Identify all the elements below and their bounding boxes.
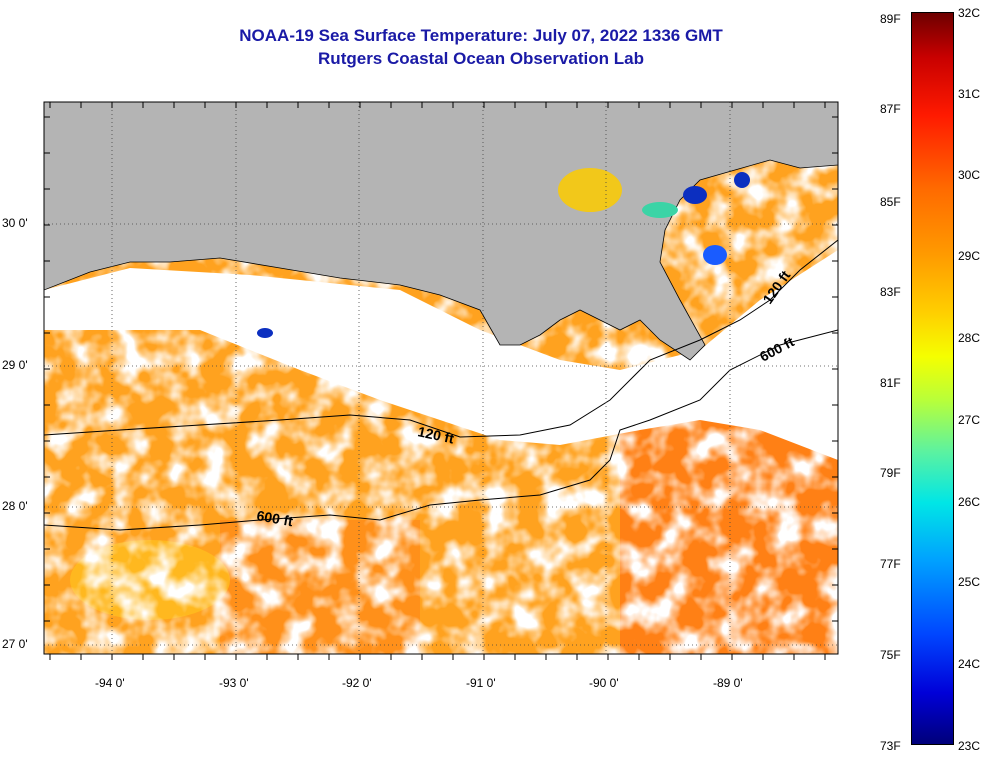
colorbar-c-label: 32C [958,6,981,20]
cold-water-patch [683,186,707,204]
colorbar-f-label: 73F [880,739,901,753]
lon-label: -91 0' [466,676,496,690]
map-subtitle: Rutgers Coastal Ocean Observation Lab [318,49,644,68]
lake-pontchartrain [558,168,622,212]
colorbar-c-label: 29C [958,249,981,263]
colorbar-f-label: 89F [880,12,901,26]
colorbar-f-label: 75F [880,648,901,662]
colorbar-c-label: 31C [958,87,981,101]
axis-ticks [44,102,838,660]
lon-label: -89 0' [713,676,743,690]
cold-water-patch [734,172,750,188]
sst-map: 120 ft 600 ft 120 ft 600 ft [43,101,839,660]
colorbar-c-label: 30C [958,168,981,182]
lon-label: -92 0' [342,676,372,690]
map-frame [43,101,839,655]
graticule [44,102,838,654]
contour-label-600ft-west: 600 ft [255,507,294,529]
cold-water-patch [257,328,273,338]
lat-label: 27 0' [2,637,28,651]
colorbar-c-label: 26C [958,495,981,509]
lat-label: 28 0' [2,499,28,513]
cloud-nearshore [44,250,838,460]
cool-water-patch [703,245,727,265]
lat-label: 29 0' [2,358,28,372]
contour-120ft [44,239,838,438]
lon-label: -93 0' [219,676,249,690]
lon-label: -90 0' [589,676,619,690]
land-louisiana-texas [44,102,838,361]
colorbar-f-label: 83F [880,285,901,299]
colorbar-c-label: 25C [958,575,981,589]
colorbar-c-label: 24C [958,657,981,671]
contour-label-120ft-west: 120 ft [416,423,455,446]
colorbar-f-label: 85F [880,195,901,209]
cool-water-patch [642,202,678,218]
colorbar-c-label: 27C [958,413,981,427]
map-title: NOAA-19 Sea Surface Temperature: July 07… [239,26,723,45]
colorbar-f-label: 81F [880,376,901,390]
colorbar-c-label: 28C [958,331,981,345]
temperature-colorbar [911,12,954,745]
colorbar-f-label: 77F [880,557,901,571]
contour-600ft [44,329,838,531]
colorbar-f-label: 79F [880,466,901,480]
lon-label: -94 0' [95,676,125,690]
colorbar-c-label: 23C [958,739,981,753]
lat-label: 30 0' [2,216,28,230]
colorbar-f-label: 87F [880,102,901,116]
